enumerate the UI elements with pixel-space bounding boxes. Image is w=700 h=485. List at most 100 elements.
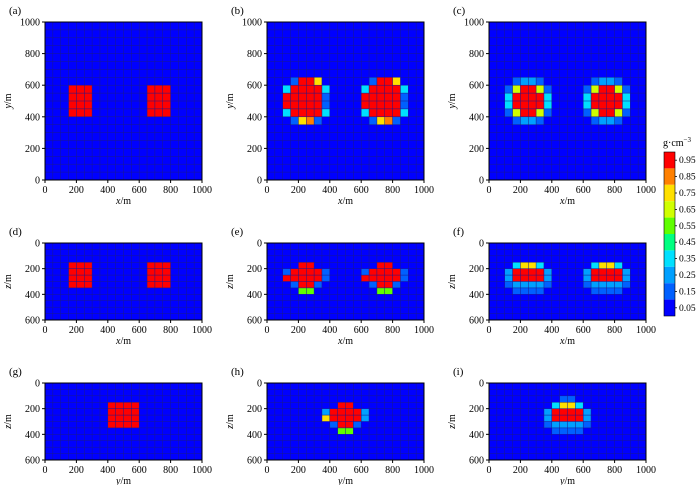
heatmap-cell [606, 116, 615, 125]
colorbar-tick-label: 0.25 [679, 271, 696, 281]
x-tick-label: 200 [291, 465, 306, 476]
heatmap-cell [536, 108, 544, 117]
heatmap-cell [314, 77, 322, 86]
heatmap-cell [567, 402, 576, 409]
heatmap-cell [384, 101, 393, 109]
heatmap-cell [536, 275, 544, 282]
heatmap-cell [384, 287, 393, 295]
plot-frame [44, 382, 203, 461]
heatmap-cell [314, 93, 322, 101]
heatmap-cell [567, 427, 576, 435]
y-axis-label: z/m [225, 414, 236, 430]
panel-label: (i) [453, 366, 464, 378]
panels: 0 200 400 600 800 100002004006008001000(a)x/m… [3, 5, 656, 485]
heatmap-cell [306, 116, 315, 125]
heatmap-cell [321, 101, 330, 109]
heatmap-cell [591, 275, 599, 282]
y-tick-label: 0 [35, 239, 40, 250]
x-axis-label: x/m [115, 336, 131, 347]
x-tick-label: 1000 [636, 185, 656, 196]
heatmap-cell [591, 262, 599, 269]
heatmap-cell [536, 93, 544, 101]
y-tick-label: 600 [25, 81, 40, 92]
heatmap-cell [314, 101, 322, 109]
heatmap-cell [321, 268, 330, 276]
x-axis-label: x/m [559, 196, 575, 207]
x-tick-label: 600 [576, 325, 591, 336]
heatmap-cell [345, 402, 354, 409]
heatmap-cell [543, 275, 552, 282]
colorbar-tick-label: 0.35 [679, 255, 696, 265]
heatmap-cell [84, 262, 93, 269]
y-tick-label: 600 [25, 316, 40, 327]
heatmap-cell [400, 268, 409, 276]
heatmap-cell [575, 421, 584, 428]
panel-label: (h) [231, 366, 244, 378]
heatmap-cell [559, 402, 568, 409]
heatmap-cell [76, 101, 85, 109]
colorbar-frame [663, 151, 676, 317]
heatmap-cell [598, 108, 607, 117]
heatmap-cell [290, 116, 299, 125]
heatmap-cell [575, 408, 584, 416]
heatmap-cell [345, 421, 354, 428]
heatmap-cell [520, 275, 529, 282]
heatmap-cell [598, 275, 607, 282]
heatmap-cell [337, 402, 346, 409]
x-tick-label: 400 [544, 185, 559, 196]
heatmap-cell [314, 281, 322, 288]
heatmap-cell [376, 93, 385, 101]
y-tick-label: 600 [469, 316, 484, 327]
heatmap-cell [154, 275, 163, 282]
heatmap-cell [520, 287, 529, 295]
x-tick-label: 600 [576, 465, 591, 476]
heatmap-cell [298, 85, 307, 94]
y-tick-label: 200 [25, 264, 40, 275]
colorbar-swatch [664, 283, 675, 300]
heatmap-cell [298, 108, 307, 117]
heatmap-cell [622, 268, 631, 276]
heatmap-cell [68, 93, 77, 101]
heatmap-cell [400, 85, 409, 94]
x-tick-label: 1000 [636, 325, 656, 336]
heatmap-cell [591, 93, 599, 101]
heatmap-cell [512, 93, 521, 101]
heatmap-cell [614, 281, 623, 288]
heatmap-cell [147, 281, 155, 288]
plot-frame [266, 382, 425, 461]
x-tick-label: 600 [354, 185, 369, 196]
heatmap-cell [154, 268, 163, 276]
grid-lines [44, 242, 203, 321]
heatmap-cell [306, 275, 315, 282]
heatmap-cell [583, 85, 592, 94]
x-tick-label: 0 [487, 465, 492, 476]
heatmap-cell [528, 101, 537, 109]
colorbar-tick-label: 0.75 [679, 189, 696, 199]
heatmap-cell [583, 93, 592, 101]
x-tick-label: 400 [544, 465, 559, 476]
heatmap-cell [68, 275, 77, 282]
heatmap-cell [298, 262, 307, 269]
heatmap-cell [162, 108, 171, 117]
heatmap-cell [392, 275, 401, 282]
heatmap-cell [583, 421, 592, 428]
panel-label: (c) [453, 5, 466, 17]
heatmap-cell [512, 108, 521, 117]
heatmap-cell [528, 108, 537, 117]
heatmap-cell [591, 101, 599, 109]
x-tick-label: 800 [607, 465, 622, 476]
heatmap-cell [298, 116, 307, 125]
heatmap-cell [84, 93, 93, 101]
heatmap-cell [543, 85, 552, 94]
heatmap-cell [115, 415, 124, 422]
heatmap-cell [512, 268, 521, 276]
heatmap-cell [512, 101, 521, 109]
panel-label: (a) [9, 5, 22, 17]
heatmap-cell [528, 116, 537, 125]
x-tick-label: 400 [100, 465, 115, 476]
heatmap-cell [536, 85, 544, 94]
heatmap-cell [376, 77, 385, 86]
x-tick-label: 1000 [414, 465, 434, 476]
heatmap-cell [614, 268, 623, 276]
heatmap-cell [622, 93, 631, 101]
